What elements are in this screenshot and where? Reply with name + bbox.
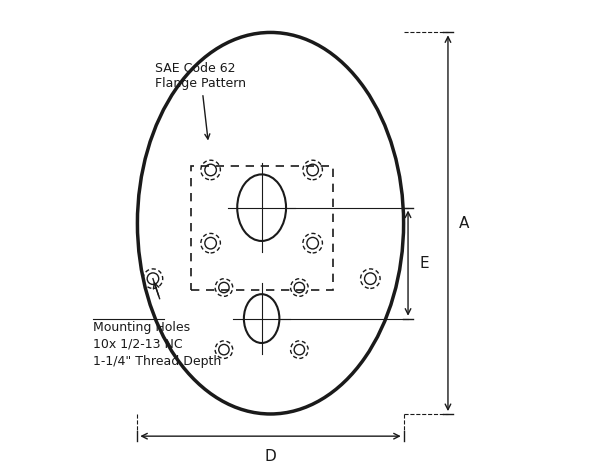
Text: E: E (419, 256, 429, 271)
Text: D: D (264, 450, 277, 465)
Text: SAE Code 62
Flange Pattern: SAE Code 62 Flange Pattern (155, 62, 246, 139)
Text: A: A (459, 216, 469, 231)
Text: Mounting Holes
10x 1/2-13 NC
1-1/4" Thread Depth: Mounting Holes 10x 1/2-13 NC 1-1/4" Thre… (93, 321, 222, 368)
